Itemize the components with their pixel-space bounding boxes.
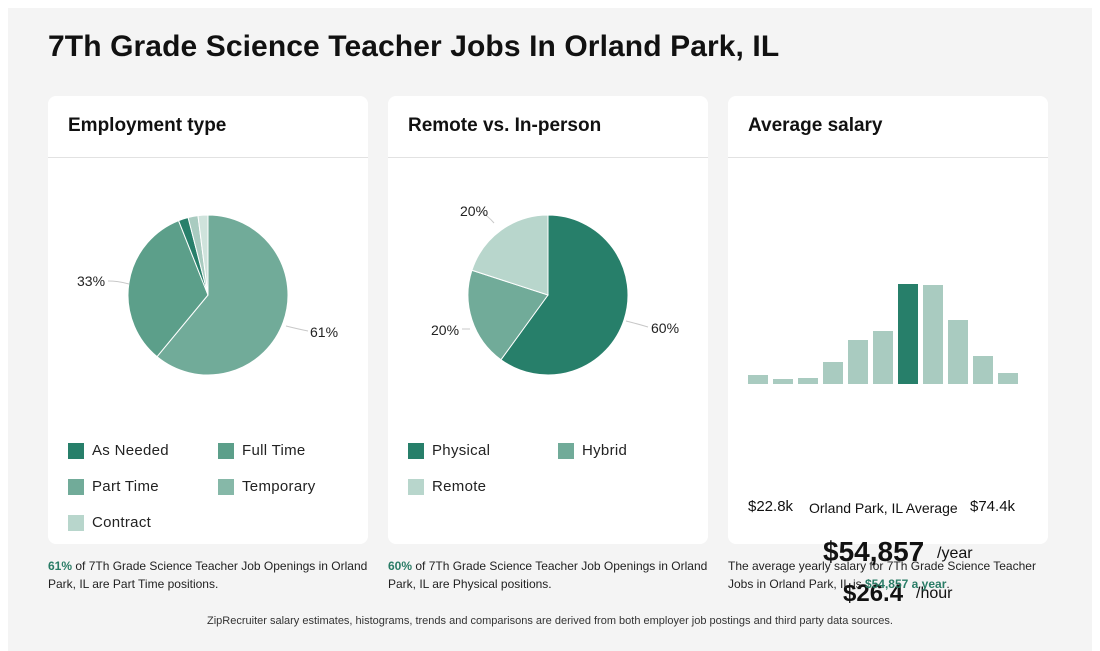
- legend-full-time: Full Time: [218, 442, 306, 459]
- pie-slice-hybrid: [467, 269, 549, 361]
- employment-caption: 61% of 7Th Grade Science Teacher Job Ope…: [48, 557, 378, 593]
- legend-swatch: [218, 442, 234, 459]
- histogram-bar: [923, 285, 943, 384]
- legend-label: Remote: [432, 478, 487, 495]
- pie-slice-physical: [500, 214, 629, 376]
- legend-label: Temporary: [242, 478, 316, 495]
- histogram-bar: [823, 362, 843, 384]
- legend-hybrid: Hybrid: [558, 442, 627, 459]
- average-salary-card: Average salary $22.8k Orland Park, IL Av…: [728, 96, 1048, 607]
- histogram-bar-average: [898, 284, 918, 384]
- employment-type-heading: Employment type: [48, 96, 368, 158]
- salary-hourly-unit: /hour: [916, 585, 953, 602]
- salary-hourly-value: $26.4: [843, 580, 904, 607]
- legend-swatch: [68, 442, 84, 459]
- histogram-bar: [998, 373, 1018, 384]
- salary-yearly-unit: /year: [937, 545, 973, 562]
- pie-label-remote: 20%: [460, 203, 488, 219]
- pie-slice-part-time: [156, 214, 289, 376]
- salary-caption-end: .: [946, 577, 950, 591]
- legend-part-time: Part Time: [68, 478, 159, 495]
- remote-caption-text: of 7Th Grade Science Teacher Job Opening…: [388, 559, 708, 591]
- employment-caption-highlight: 61%: [48, 559, 73, 573]
- leader-line-33: [107, 280, 130, 285]
- histogram-bar: [748, 375, 768, 384]
- legend-label: Contract: [92, 514, 152, 531]
- remote-vs-in-person-card: Remote vs. In-person 60% 20% 20% Physical …: [388, 96, 708, 544]
- salary-caption: The average yearly salary for 7Th Grade …: [728, 557, 1050, 593]
- legend-swatch: [68, 514, 84, 531]
- histogram-bar: [873, 331, 893, 384]
- legend-remote: Remote: [408, 478, 486, 495]
- employment-caption-text: of 7Th Grade Science Teacher Job Opening…: [48, 559, 368, 591]
- pie-slice-contract: [197, 214, 209, 296]
- average-salary-heading: Average salary: [728, 96, 1048, 158]
- salary-max-label: $74.4k: [970, 498, 1016, 515]
- leader-line-61: [285, 325, 309, 332]
- legend-swatch: [408, 478, 424, 495]
- remote-caption: 60% of 7Th Grade Science Teacher Job Ope…: [388, 557, 718, 593]
- page-title: 7Th Grade Science Teacher Jobs In Orland…: [48, 30, 780, 63]
- salary-min-label: $22.8k: [748, 498, 794, 515]
- legend-label: Full Time: [242, 442, 306, 459]
- footer-disclaimer: ZipRecruiter salary estimates, histogram…: [207, 615, 893, 627]
- histogram-bar: [848, 340, 868, 384]
- legend-label: Physical: [432, 442, 491, 459]
- legend-temporary: Temporary: [218, 478, 316, 495]
- employment-type-pie-chart: 61% 33%: [77, 214, 338, 376]
- histogram-bar: [773, 379, 793, 384]
- legend-label: As Needed: [92, 442, 169, 459]
- salary-average-label: Orland Park, IL Average: [809, 500, 958, 516]
- salary-yearly-value: $54,857: [823, 536, 925, 567]
- leader-line-remote: [479, 210, 495, 224]
- pie-label-hybrid: 20%: [431, 322, 459, 338]
- remote-caption-highlight: 60%: [388, 559, 413, 573]
- leader-line-60: [625, 320, 649, 328]
- histogram-bar: [798, 378, 818, 384]
- remote-vs-in-person-pie-chart: 60% 20% 20%: [431, 203, 679, 376]
- salary-caption-text: The average yearly salary for 7Th Grade …: [728, 559, 1036, 591]
- salary-caption-highlight: $54,857 a year: [864, 577, 947, 591]
- legend-contract: Contract: [68, 514, 151, 531]
- legend-swatch: [218, 478, 234, 495]
- pie-label-61: 61%: [310, 324, 338, 340]
- legend-label: Hybrid: [582, 442, 628, 459]
- pie-label-33: 33%: [77, 273, 105, 289]
- legend-label: Part Time: [92, 478, 159, 495]
- pie-label-physical: 60%: [651, 320, 679, 336]
- employment-type-card: Employment type 61% 33% As Needed Full T…: [48, 96, 368, 544]
- legend-swatch: [68, 478, 84, 495]
- legend-swatch: [408, 442, 424, 459]
- histogram-bar: [948, 320, 968, 384]
- legend-as-needed: As Needed: [68, 442, 169, 459]
- pie-slice-remote: [471, 214, 549, 296]
- salary-histogram: [748, 284, 1018, 384]
- legend-physical: Physical: [408, 442, 490, 459]
- remote-vs-in-person-heading: Remote vs. In-person: [388, 96, 708, 158]
- legend-swatch: [558, 442, 574, 459]
- pie-slice-full-time: [127, 219, 209, 358]
- histogram-bar: [973, 356, 993, 384]
